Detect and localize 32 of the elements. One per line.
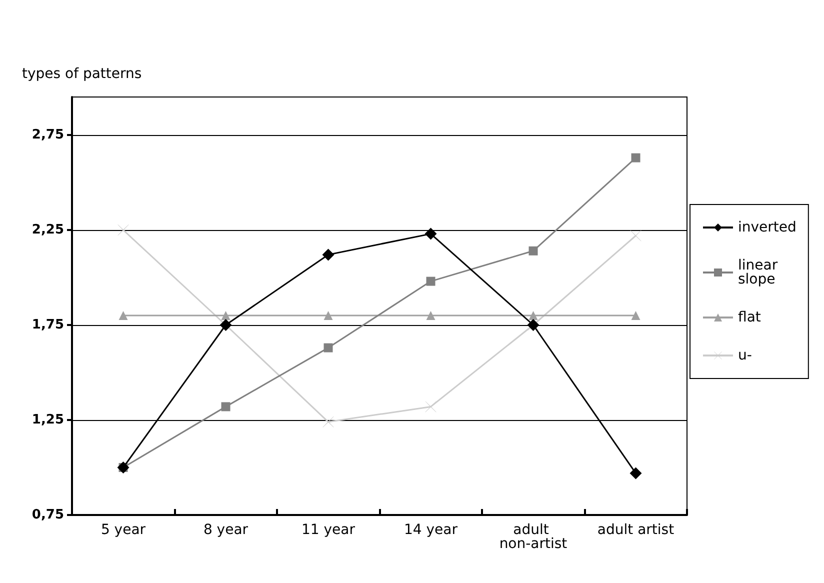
y-tick-label: 1,25: [32, 412, 64, 428]
x-tick-label: 11 year: [302, 522, 356, 538]
point: [322, 248, 334, 261]
y-tick-label: 0,75: [32, 508, 64, 522]
x-tick-label: adult artist: [597, 522, 675, 538]
point: [528, 246, 538, 256]
point: [528, 311, 538, 320]
y-axis-title: types of patterns: [22, 66, 142, 82]
x-tick-label: adult non-artist: [499, 522, 568, 552]
point: [426, 276, 436, 286]
point: [631, 311, 640, 320]
legend-label: flat: [738, 310, 762, 326]
legend-label: linear slope: [738, 258, 782, 288]
point: [322, 416, 334, 428]
point: [118, 224, 129, 236]
point: [324, 343, 333, 352]
legend-label: u-: [738, 348, 752, 364]
point: [221, 402, 230, 412]
point: [424, 228, 437, 240]
y-tick-label: 2,25: [32, 222, 64, 238]
point: [324, 311, 333, 320]
y-tick-label: 1,75: [32, 318, 64, 332]
point: [221, 311, 230, 320]
legend-label: inverted: [738, 220, 796, 236]
point: [426, 311, 436, 320]
x-tick-label: 14 year: [404, 522, 458, 538]
y-tick-label: 2,75: [32, 128, 64, 142]
x-tick-label: 5 year: [100, 522, 146, 538]
point: [631, 153, 640, 162]
x-tick-label: 8 year: [203, 522, 248, 538]
point: [630, 467, 642, 480]
point: [118, 311, 128, 320]
